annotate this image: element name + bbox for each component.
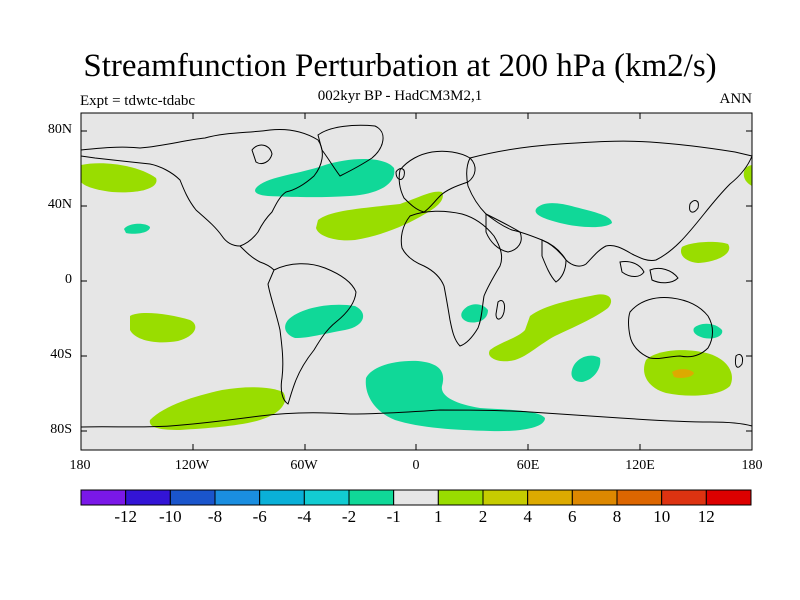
colorbar-label: 1 [434,507,443,526]
lon-label-60e: 60E [516,458,540,473]
positive-anomaly-indian-ocean [489,294,612,362]
colorbar-box-14 [705,489,752,506]
negative-anomaly-central-asia [535,203,612,228]
positive-anomaly-west-pacific [680,241,730,263]
colorbar-box-8 [437,489,484,506]
experiment-label: Expt = tdwtc-tdabc [80,93,196,109]
colorbar-box-7 [393,489,439,506]
positive-anomaly-mediterranean [316,191,443,241]
coastline-hudson-bay [251,144,273,165]
colorbar-label: -4 [297,507,312,526]
map-subtitle: 002kyr BP - HadCM3M2,1 [317,88,483,104]
colorbar-label: 12 [697,507,715,526]
strong-positive-anomaly-tasman-core [672,369,694,378]
coastline-southeast-asia-islands [619,261,679,284]
colorbar-label: -8 [207,507,223,526]
lat-label-80n: 80N [47,122,72,137]
colorbar-label: -12 [114,507,138,526]
colorbar-label: 10 [653,507,671,526]
coastline-africa [400,210,503,347]
colorbar-box-0 [80,489,127,506]
lat-label-40n: 40N [47,197,72,212]
coastlines [80,124,753,428]
coastline-british-isles [395,168,405,180]
colorbar-label: -1 [386,507,401,526]
negative-anomaly-southern-ocean [365,360,545,432]
lat-label-0: 0 [65,272,72,287]
coastline-europe [398,150,476,213]
negative-anomaly-south-africa [461,304,488,323]
positive-anomaly-far-east-edge [743,165,752,186]
colorbar-box-10 [527,489,573,506]
lat-label-40s: 40S [50,347,72,362]
lon-label-180w: 180 [69,458,91,473]
colorbar-box-3 [214,489,261,506]
coastline-japan [689,200,699,213]
colorbar-label: 8 [612,507,622,526]
negative-anomaly-north-atlantic [255,158,395,198]
coastline-antarctica [80,409,753,428]
coastline-new-zealand [735,353,743,368]
colorbar-box-13 [661,489,707,506]
lon-label-60w: 60W [290,458,318,473]
season-label: ANN [719,91,753,107]
coastline-north-america [80,129,323,247]
positive-anomaly-north-pacific [81,163,157,193]
positive-anomaly-amundsen [149,387,286,430]
coastline-greenland [317,124,384,177]
coastline-australia [628,297,713,360]
colorbar-label: -6 [252,507,267,526]
negative-anomaly-south-indian [571,355,601,382]
colorbar-label: -10 [158,507,182,526]
map-title: Streamfunction Perturbation at 200 hPa (… [83,48,717,84]
lon-label-180e: 180 [741,458,763,473]
coastline-india [541,239,567,283]
negative-anomaly-south-atlantic [285,304,364,338]
colorbar-box-2 [169,489,216,506]
negative-anomaly-tropical-pacific [124,223,150,234]
colorbar-label: 4 [523,507,532,526]
colorbar-label: -2 [341,507,357,526]
coastline-south-america [267,263,357,405]
colorbar-box-1 [125,489,171,506]
negative-anomaly-australia [693,323,723,339]
coastline-madagascar [495,299,505,320]
colorbar [80,489,752,506]
lon-label-120w: 120W [174,458,210,473]
lon-label-0: 0 [412,458,420,473]
axis-ticks [81,113,752,450]
colorbar-box-12 [616,489,663,506]
lat-label-80s: 80S [50,422,72,437]
lon-label-120e: 120E [625,458,655,473]
positive-anomaly-south-pacific [130,313,196,343]
colorbar-box-6 [348,489,395,506]
colorbar-box-11 [571,489,618,506]
anomaly-fields [81,158,752,432]
coastline-central-america [239,245,275,271]
colorbar-box-5 [303,489,350,506]
colorbar-label: 2 [478,507,488,526]
colorbar-box-4 [259,489,305,506]
colorbar-label: 6 [568,507,577,526]
coastline-asia [466,140,753,267]
colorbar-box-9 [482,489,529,506]
coastline-arabia [485,213,522,253]
